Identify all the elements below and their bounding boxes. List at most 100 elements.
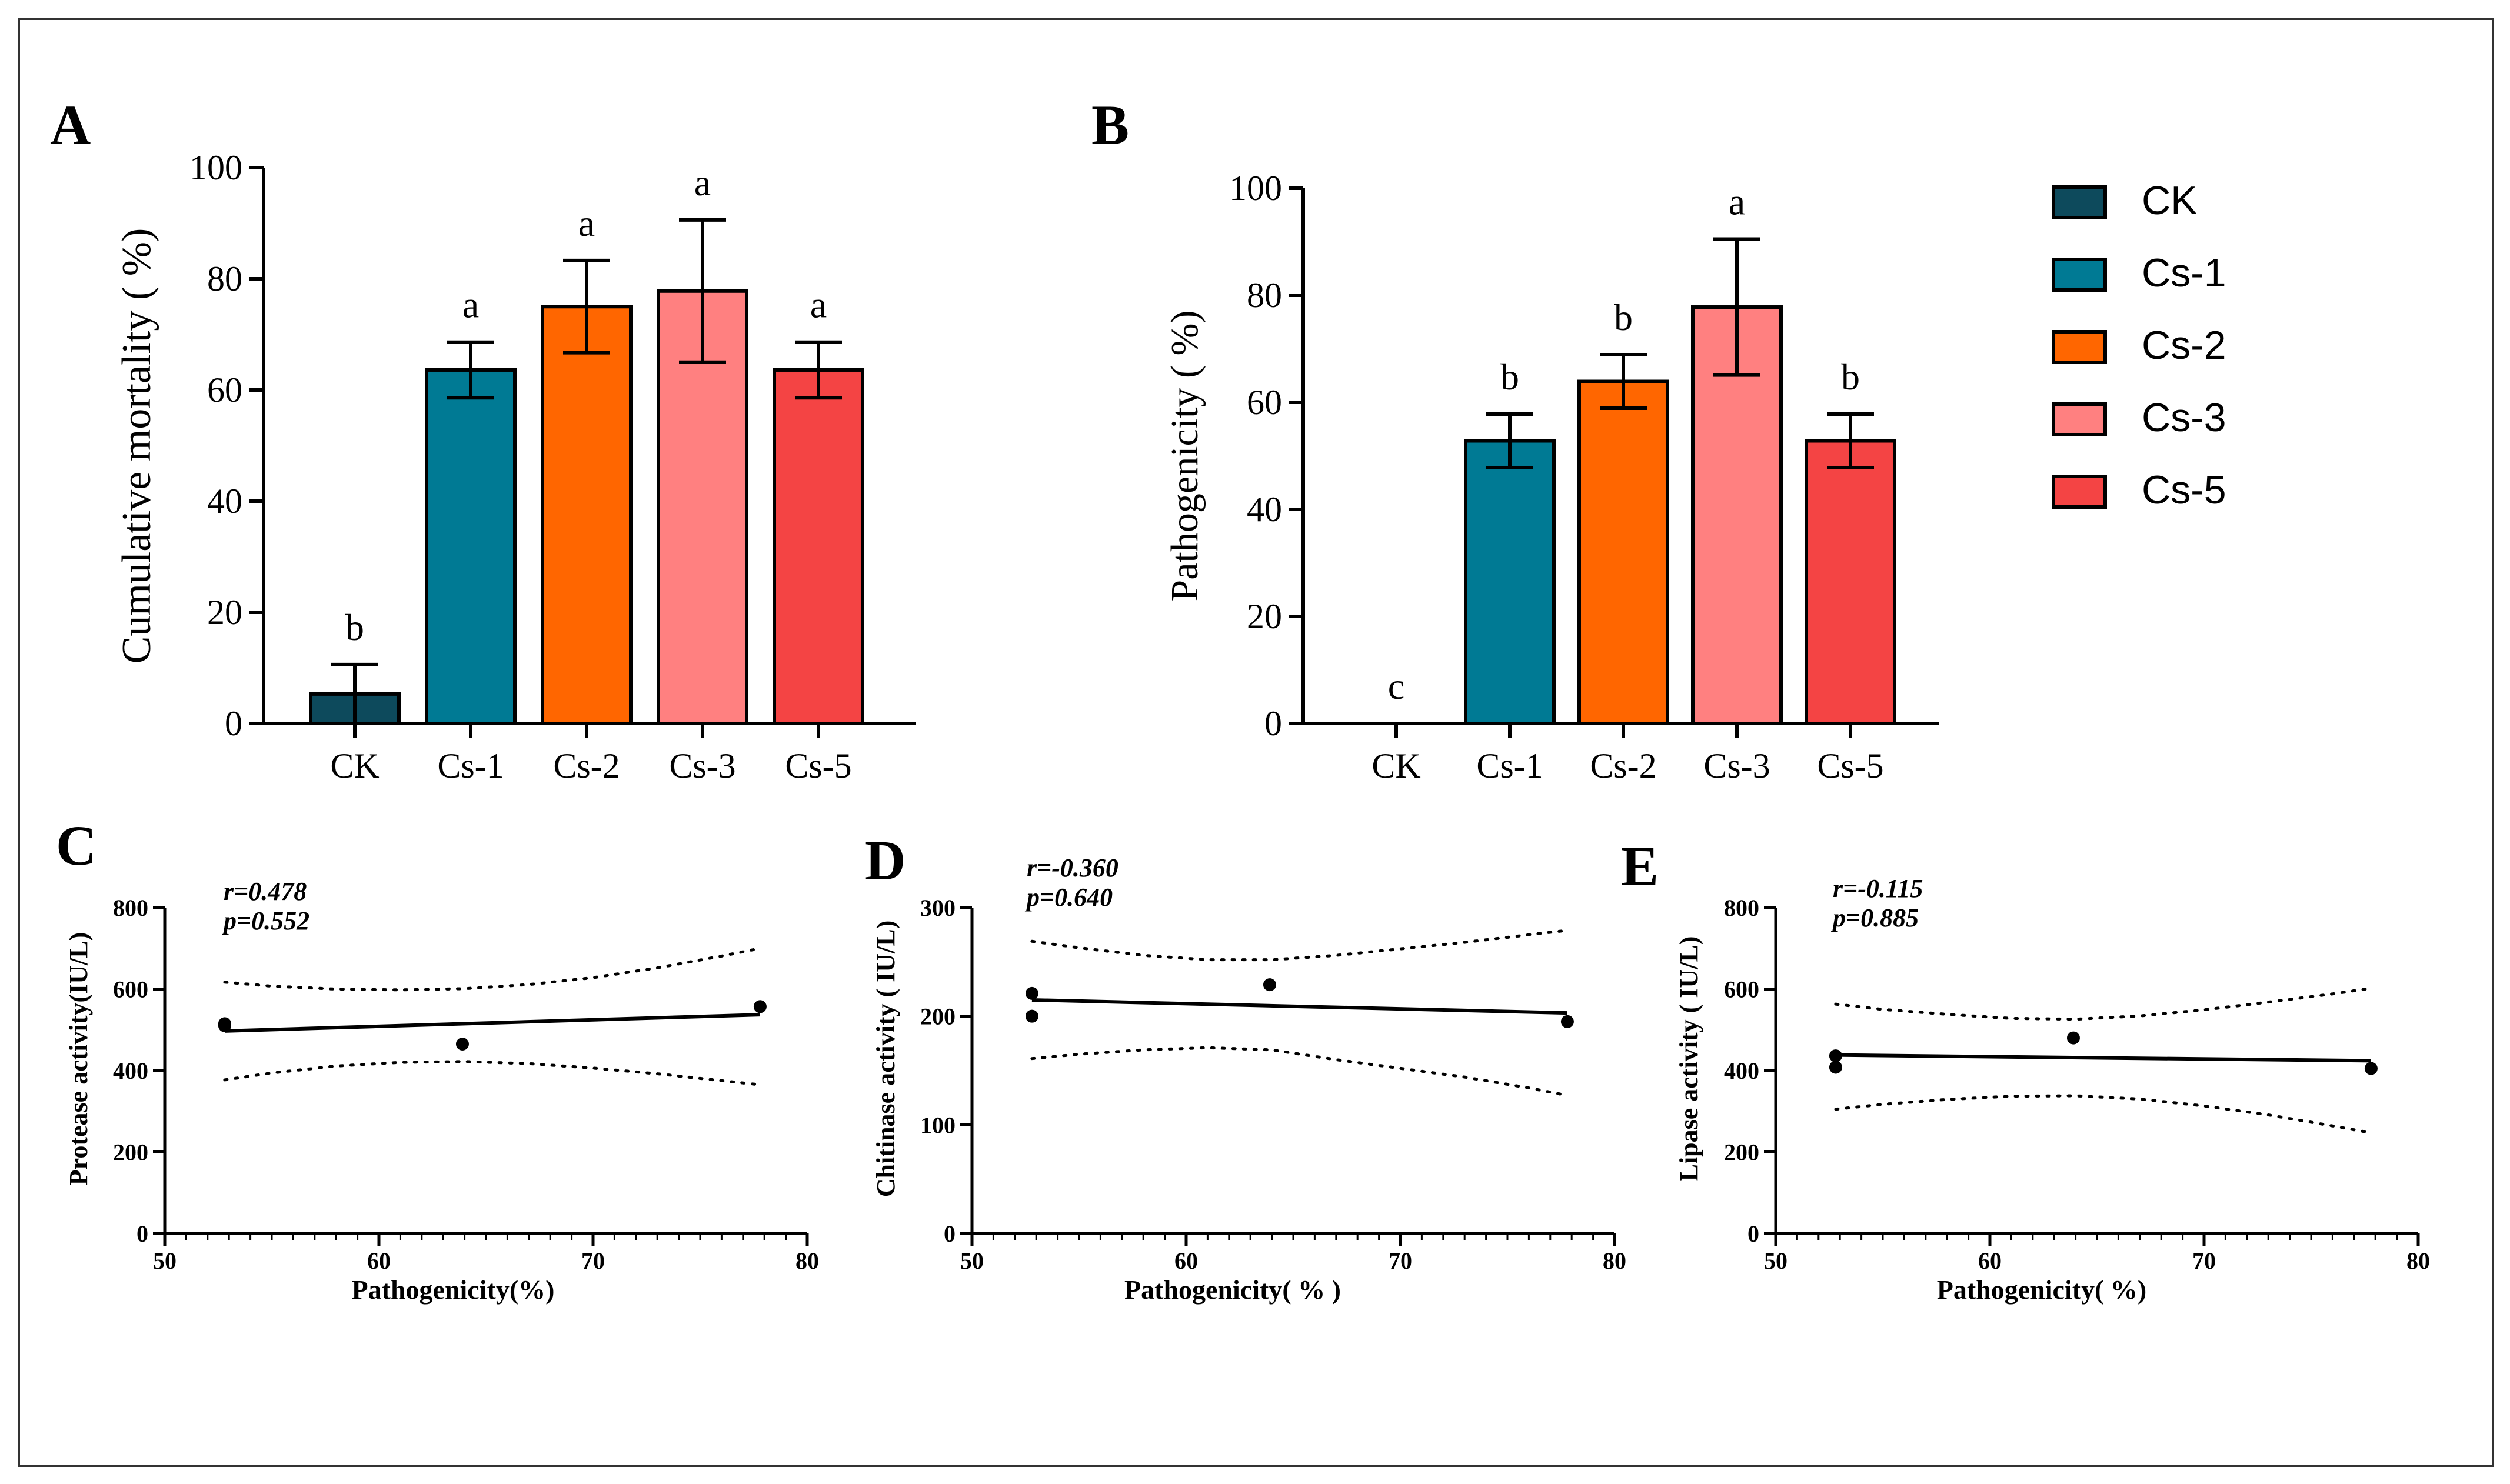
- legend-label: Cs-1: [2142, 251, 2226, 295]
- bar-cs-2: [1577, 379, 1669, 725]
- data-point: [2364, 1062, 2378, 1075]
- y-tick-label: 0: [137, 1220, 148, 1247]
- confidence-band-lower: [1030, 1046, 1569, 1097]
- data-point: [2066, 1031, 2080, 1045]
- x-tick-label: Cs-1: [437, 746, 504, 785]
- y-tick-label: 100: [920, 1112, 956, 1138]
- x-tick-label: Cs-3: [1703, 746, 1770, 785]
- data-point: [1560, 1015, 1574, 1028]
- x-tick-label: 70: [581, 1248, 605, 1274]
- y-tick-label: 40: [207, 482, 242, 521]
- y-tick-label: 200: [1724, 1139, 1759, 1166]
- bar-cs-2: [541, 305, 633, 725]
- x-tick-label: Cs-2: [553, 746, 620, 785]
- panel-label-a: A: [50, 94, 91, 156]
- x-tick-label: CK: [330, 746, 379, 785]
- confidence-band-lower: [1834, 1094, 2373, 1135]
- x-tick-label: 60: [1174, 1248, 1198, 1274]
- significance-letter: b: [1500, 356, 1519, 398]
- y-tick-label: 400: [113, 1058, 148, 1084]
- p-value-label: p=0.640: [1024, 883, 1113, 912]
- y-axis-title: Protease activity(IU/L): [64, 932, 93, 1186]
- legend-swatch-cs-2: [2052, 330, 2107, 364]
- legend-swatch-ck: [2052, 185, 2107, 219]
- confidence-band-upper: [223, 946, 762, 992]
- bar-cs-5: [773, 368, 864, 725]
- legend-label: CK: [2142, 178, 2197, 223]
- y-tick-label: 0: [225, 704, 242, 743]
- y-axis-title: Pathogenicity ( %): [1163, 311, 1206, 602]
- legend: CK Cs-1 Cs-2 Cs-3 Cs-5: [2052, 178, 2226, 512]
- significance-letter: a: [694, 162, 711, 204]
- x-tick-label: CK: [1371, 746, 1420, 785]
- x-tick-label: 50: [153, 1248, 177, 1274]
- y-axis-title: Lipase activity ( IU/L): [1675, 936, 1703, 1182]
- x-tick-label: 70: [1389, 1248, 1412, 1274]
- x-tick-label: 60: [367, 1248, 391, 1274]
- y-tick-label: 80: [207, 259, 242, 298]
- regression-line: [1835, 1053, 2371, 1063]
- y-tick-label: 60: [1247, 383, 1282, 422]
- x-tick-label: 80: [1603, 1248, 1626, 1274]
- x-tick-label: Cs-2: [1590, 746, 1656, 785]
- x-tick-label: 60: [1978, 1248, 2002, 1274]
- y-axis-title: Chitinase activity ( IU/L): [871, 921, 900, 1198]
- legend-swatch-cs-5: [2052, 475, 2107, 509]
- legend-label: Cs-5: [2142, 468, 2226, 512]
- legend-label: Cs-3: [2142, 395, 2226, 440]
- y-tick-label: 20: [1247, 597, 1282, 636]
- y-tick-label: 100: [1229, 169, 1282, 208]
- panel-label-e: E: [1621, 835, 1659, 898]
- data-point: [1025, 1009, 1038, 1023]
- y-tick-label: 0: [1264, 704, 1282, 743]
- y-tick-label: 800: [1724, 895, 1759, 921]
- significance-letter: b: [1614, 296, 1633, 338]
- significance-letter: b: [345, 606, 364, 648]
- y-tick-label: 800: [113, 895, 148, 921]
- y-tick-label: 20: [207, 593, 242, 632]
- y-tick-label: 200: [920, 1003, 956, 1030]
- bar-cs-5: [1805, 439, 1896, 726]
- y-axis-title: Cumulative mortality ( %): [114, 228, 159, 664]
- y-tick-label: 400: [1724, 1058, 1759, 1084]
- significance-letter: a: [578, 202, 595, 244]
- panel-label-b: B: [1091, 94, 1129, 156]
- y-tick-label: 200: [113, 1139, 148, 1166]
- y-tick-label: 100: [189, 148, 242, 187]
- x-axis-title: Pathogenicity( %): [1937, 1275, 2146, 1305]
- r-value-label: r=-0.360: [1027, 853, 1118, 882]
- y-tick-label: 0: [944, 1220, 956, 1247]
- significance-letter: c: [1388, 665, 1404, 707]
- x-tick-label: Cs-1: [1476, 746, 1543, 785]
- r-value-label: r=-0.115: [1833, 874, 1923, 903]
- x-tick-label: 80: [2406, 1248, 2430, 1274]
- data-point: [1829, 1061, 1842, 1074]
- data-point: [753, 1000, 767, 1013]
- chart-a-mortality: 0 20 40 60 80 100 b CK a Cs-1 a Cs-2 a Cs-3 a Cs-5 Cumul…: [114, 148, 916, 785]
- x-axis-title: Pathogenicity( % ): [1124, 1275, 1341, 1305]
- r-value-label: r=0.478: [224, 877, 307, 906]
- y-tick-label: 40: [1247, 490, 1282, 529]
- bar-cs-1: [425, 368, 517, 725]
- legend-swatch-cs-3: [2052, 402, 2107, 436]
- confidence-band-upper: [1030, 929, 1569, 962]
- x-axis-title: Pathogenicity(%): [352, 1275, 555, 1305]
- y-tick-label: 0: [1747, 1220, 1759, 1247]
- bar-cs-1: [1464, 439, 1556, 726]
- y-tick-label: 600: [113, 976, 148, 1003]
- data-point: [1025, 986, 1038, 1000]
- y-tick-label: 80: [1247, 276, 1282, 315]
- y-tick-label: 300: [920, 895, 956, 921]
- p-value-label: p=0.885: [1830, 903, 1919, 932]
- data-point: [1829, 1049, 1842, 1063]
- confidence-band-lower: [223, 1060, 762, 1086]
- y-tick-label: 60: [207, 371, 242, 409]
- x-tick-label: Cs-3: [669, 746, 735, 785]
- significance-letter: a: [1729, 181, 1745, 222]
- x-tick-label: Cs-5: [1817, 746, 1883, 785]
- panel-label-c: C: [56, 814, 96, 877]
- x-tick-label: 70: [2192, 1248, 2216, 1274]
